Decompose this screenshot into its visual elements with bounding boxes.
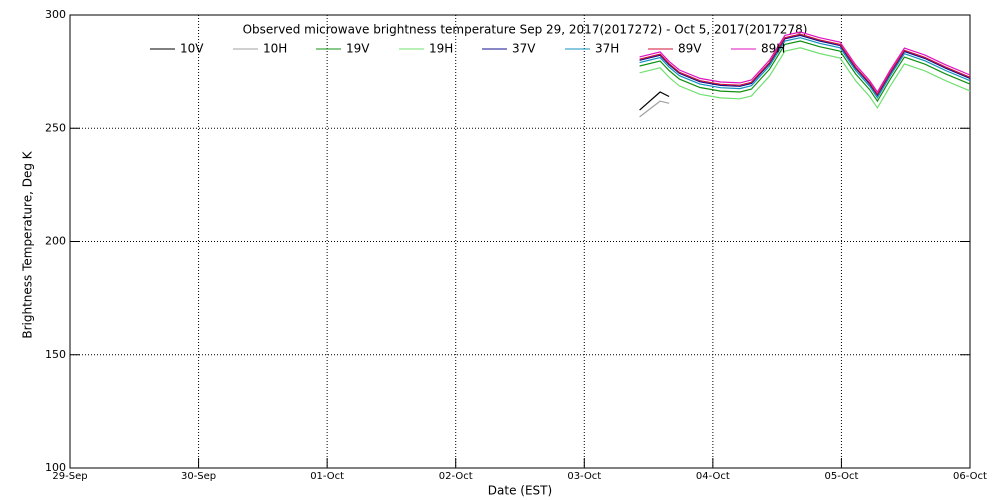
x-axis-label: Date (EST) bbox=[488, 484, 552, 498]
series-line bbox=[639, 100, 670, 118]
legend-label: 10V bbox=[180, 42, 204, 56]
series-line bbox=[639, 47, 971, 110]
x-tick-label: 05-Oct bbox=[824, 471, 858, 482]
x-tick-label: 02-Oct bbox=[439, 471, 473, 482]
y-axis-label: Brightness Temperature, Deg K bbox=[21, 150, 35, 338]
y-tick-label: 200 bbox=[45, 235, 66, 248]
series-line bbox=[639, 31, 971, 94]
series-line bbox=[639, 33, 971, 96]
x-tick-label: 30-Sep bbox=[181, 471, 216, 482]
legend-label: 37V bbox=[512, 42, 536, 56]
y-tick-label: 100 bbox=[45, 461, 66, 474]
x-tick-label: 29-Sep bbox=[52, 471, 87, 482]
series-line bbox=[639, 40, 971, 103]
y-tick-label: 150 bbox=[45, 348, 66, 361]
legend-label: 89V bbox=[678, 42, 702, 56]
legend-label: 89H bbox=[761, 42, 785, 56]
x-tick-label: 03-Oct bbox=[567, 471, 601, 482]
series-line bbox=[639, 91, 670, 111]
y-tick-label: 300 bbox=[45, 8, 66, 21]
x-tick-label: 04-Oct bbox=[696, 471, 730, 482]
y-tick-label: 250 bbox=[45, 121, 66, 134]
legend-label: 19H bbox=[429, 42, 453, 56]
x-tick-label: 01-Oct bbox=[310, 471, 344, 482]
series-line bbox=[639, 37, 971, 99]
legend-label: 10H bbox=[263, 42, 287, 56]
legend-label: 37H bbox=[595, 42, 619, 56]
chart-title: Observed microwave brightness temperatur… bbox=[243, 23, 808, 37]
series-line bbox=[639, 34, 971, 97]
x-tick-label: 06-Oct bbox=[953, 471, 987, 482]
legend-label: 19V bbox=[346, 42, 370, 56]
